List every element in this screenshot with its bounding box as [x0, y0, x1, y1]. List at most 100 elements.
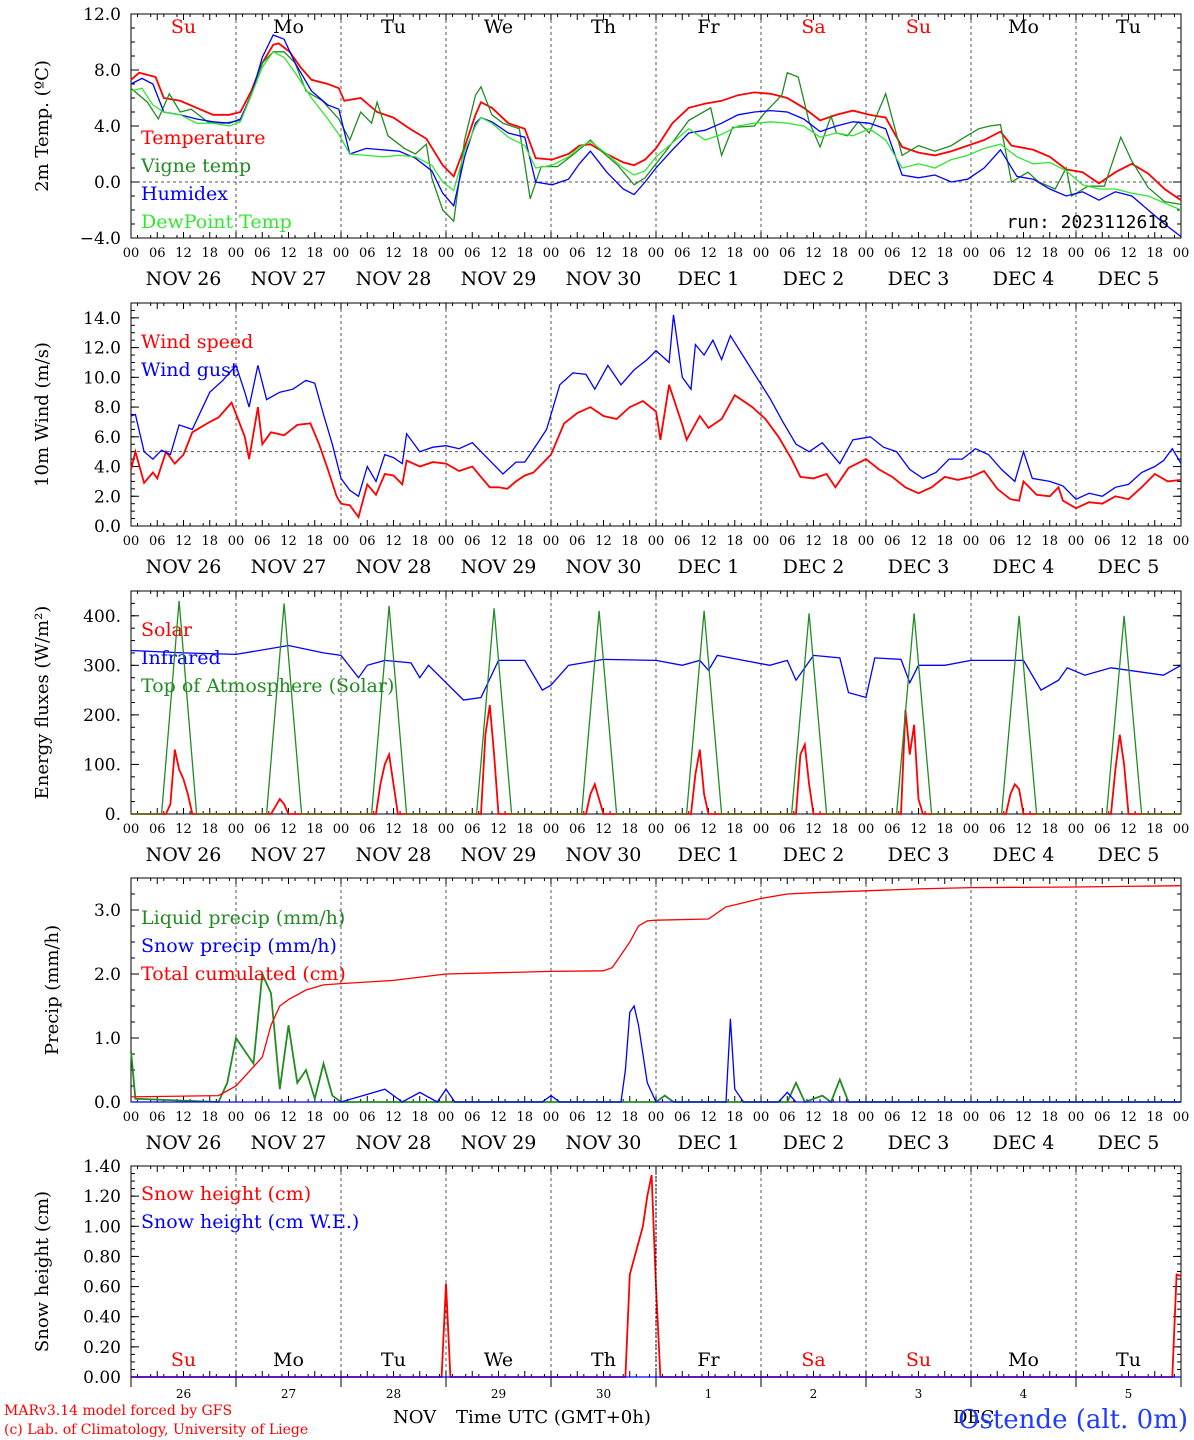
y-tick-label: 0.0 — [94, 517, 121, 537]
hour-tick-label: 12 — [175, 822, 192, 837]
model-credit: MARv3.14 model forced by GFS — [4, 1403, 232, 1419]
hour-tick-label: 06 — [464, 534, 481, 549]
hour-tick-label: 06 — [779, 534, 796, 549]
hour-tick-label: 00 — [963, 246, 980, 261]
hour-tick-label: 06 — [569, 822, 586, 837]
hour-tick-label: 06 — [884, 246, 901, 261]
hour-tick-label: 18 — [831, 1110, 848, 1125]
day-label: NOV 29 — [461, 1132, 537, 1154]
hour-tick-label: 00 — [228, 1110, 245, 1125]
hour-tick-label: 06 — [464, 1110, 481, 1125]
hour-tick-label: 06 — [1094, 1110, 1111, 1125]
hour-tick-label: 18 — [621, 246, 638, 261]
hour-tick-label: 18 — [411, 1110, 428, 1125]
legend-entry: Snow precip (mm/h) — [141, 935, 337, 957]
hour-tick-label: 06 — [884, 822, 901, 837]
hour-tick-label: 12 — [1120, 534, 1137, 549]
hour-tick-label: 18 — [1146, 534, 1163, 549]
weekday-label: Tu — [1116, 16, 1141, 38]
hour-tick-label: 12 — [805, 246, 822, 261]
hour-tick-label: 00 — [1068, 1110, 1085, 1125]
day-label: NOV 28 — [356, 556, 432, 578]
weekday-label: Su — [906, 1349, 931, 1371]
weekday-label: Fr — [697, 1349, 720, 1371]
hour-tick-label: 18 — [726, 1110, 743, 1125]
hour-tick-label: 18 — [201, 822, 218, 837]
hour-tick-label: 00 — [753, 534, 770, 549]
hour-tick-label: 06 — [254, 534, 271, 549]
hour-tick-label: 12 — [280, 1110, 297, 1125]
y-tick-label: 4.0 — [94, 117, 121, 137]
day-label: NOV 27 — [251, 268, 327, 290]
hour-tick-label: 06 — [359, 822, 376, 837]
y-tick-label: 0.40 — [83, 1308, 121, 1328]
series-line-2 — [130, 644, 1182, 701]
day-label: NOV 28 — [356, 1132, 432, 1154]
hour-tick-label: 00 — [123, 534, 140, 549]
hour-tick-label: 18 — [516, 822, 533, 837]
hour-tick-label: 00 — [753, 1110, 770, 1125]
hour-tick-label: 06 — [149, 534, 166, 549]
hour-tick-label: 12 — [910, 1110, 927, 1125]
hour-tick-label: 00 — [543, 1110, 560, 1125]
day-number-label: 30 — [596, 1387, 611, 1401]
hour-tick-label: 06 — [569, 534, 586, 549]
day-label: DEC 5 — [1098, 1132, 1160, 1154]
hour-tick-label: 00 — [858, 822, 875, 837]
hour-tick-label: 06 — [1094, 246, 1111, 261]
hour-tick-label: 18 — [621, 534, 638, 549]
y-tick-label: 2.0 — [94, 965, 121, 985]
hour-tick-label: 18 — [1041, 534, 1058, 549]
legend-entry: Vigne temp — [140, 155, 251, 177]
legend-entry: Top of Atmosphere (Solar) — [141, 675, 394, 697]
hour-tick-label: 12 — [280, 822, 297, 837]
hour-tick-label: 18 — [411, 822, 428, 837]
day-label: NOV 30 — [566, 844, 642, 866]
hour-tick-label: 06 — [674, 246, 691, 261]
hour-tick-label: 18 — [306, 1110, 323, 1125]
hour-tick-label: 00 — [648, 534, 665, 549]
legend-entry: Snow height (cm) — [141, 1183, 311, 1205]
y-tick-label: 200. — [83, 706, 121, 726]
hour-tick-label: 00 — [963, 1110, 980, 1125]
hour-tick-label: 06 — [674, 534, 691, 549]
hour-tick-label: 18 — [411, 534, 428, 549]
hour-tick-label: 18 — [1146, 246, 1163, 261]
hour-tick-label: 06 — [149, 246, 166, 261]
hour-tick-label: 06 — [674, 822, 691, 837]
hour-tick-label: 00 — [543, 246, 560, 261]
hour-tick-label: 06 — [989, 822, 1006, 837]
weekday-label: Mo — [1008, 1349, 1039, 1371]
y-tick-label: 400. — [83, 607, 121, 627]
hour-tick-label: 12 — [1015, 1110, 1032, 1125]
hour-tick-label: 18 — [1146, 822, 1163, 837]
day-number-label: 2 — [810, 1387, 818, 1401]
hour-tick-label: 00 — [228, 534, 245, 549]
day-label: DEC 1 — [678, 268, 740, 290]
y-tick-label: 0.0 — [94, 1093, 121, 1113]
y-axis-label: Snow height (cm) — [32, 1191, 53, 1352]
hour-tick-label: 18 — [516, 1110, 533, 1125]
hour-tick-label: 12 — [700, 1110, 717, 1125]
hour-tick-label: 18 — [936, 1110, 953, 1125]
day-number-label: 3 — [915, 1387, 923, 1401]
hour-tick-label: 00 — [438, 246, 455, 261]
hour-tick-label: 00 — [333, 1110, 350, 1125]
hour-tick-label: 00 — [1173, 822, 1190, 837]
weekday-label: Su — [171, 16, 196, 38]
hour-tick-label: 06 — [254, 822, 271, 837]
hour-tick-label: 00 — [1068, 534, 1085, 549]
day-number-label: 5 — [1125, 1387, 1133, 1401]
hour-tick-label: 06 — [149, 822, 166, 837]
hour-tick-label: 00 — [648, 822, 665, 837]
hour-tick-label: 12 — [280, 534, 297, 549]
y-tick-label: 8.0 — [94, 61, 121, 81]
day-label: NOV 27 — [251, 556, 327, 578]
series-line-2 — [131, 1004, 1181, 1103]
hour-tick-label: 18 — [516, 246, 533, 261]
weekday-label: We — [484, 16, 513, 38]
hour-tick-label: 18 — [831, 534, 848, 549]
day-label: DEC 2 — [783, 556, 845, 578]
hour-tick-label: 06 — [569, 246, 586, 261]
series-line-3 — [130, 34, 1182, 238]
